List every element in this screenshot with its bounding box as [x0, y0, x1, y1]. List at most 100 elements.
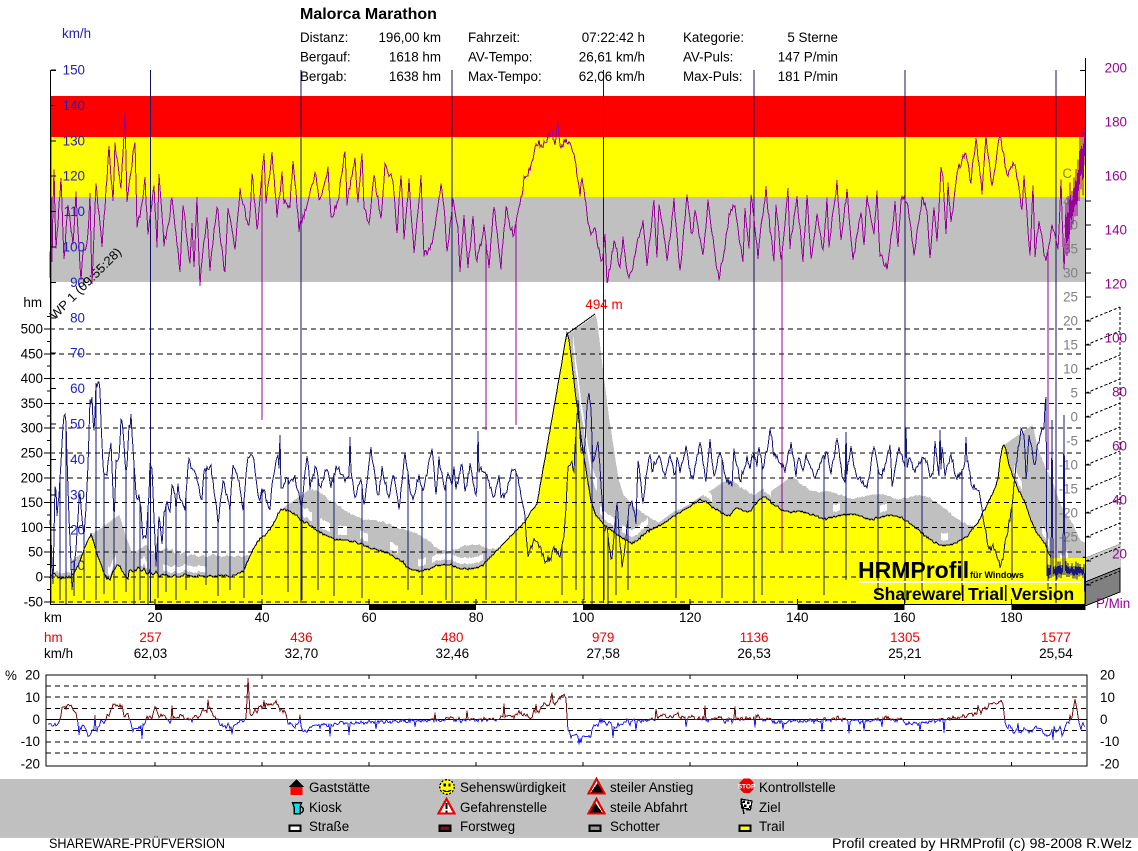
- svg-text:SHAREWARE-PRÜFVERSION: SHAREWARE-PRÜFVERSION: [49, 836, 225, 851]
- svg-text:140: 140: [786, 610, 808, 625]
- svg-text:-25: -25: [1059, 530, 1078, 545]
- svg-text:Max-Tempo:: Max-Tempo:: [468, 69, 542, 84]
- svg-text:40: 40: [255, 610, 270, 625]
- svg-text:450: 450: [21, 346, 43, 361]
- svg-text:40: 40: [1112, 493, 1127, 508]
- svg-text:25,21: 25,21: [888, 646, 922, 661]
- svg-text:20: 20: [1100, 668, 1115, 683]
- svg-text:27,58: 27,58: [586, 646, 620, 661]
- svg-text:140: 140: [63, 98, 85, 113]
- svg-text:0: 0: [33, 712, 40, 727]
- svg-text:1618 hm: 1618 hm: [389, 50, 441, 65]
- svg-text:-50: -50: [24, 594, 43, 609]
- svg-text:50: 50: [28, 545, 43, 560]
- svg-text:120: 120: [63, 169, 85, 184]
- svg-text:200: 200: [1105, 61, 1127, 76]
- svg-text:P/Min: P/Min: [1096, 596, 1130, 611]
- svg-text:Trial: Trial: [968, 584, 1004, 604]
- svg-text:32,70: 32,70: [285, 646, 319, 661]
- svg-text:-15: -15: [1059, 482, 1078, 497]
- svg-text:25: 25: [1063, 290, 1078, 305]
- svg-text:Profil created by HRMProfil (c: Profil created by HRMProfil (c) 98-2008 …: [832, 836, 1132, 851]
- svg-text:70: 70: [70, 346, 85, 361]
- svg-text:-10: -10: [1100, 734, 1119, 749]
- svg-text:Fahrzeit:: Fahrzeit:: [468, 30, 520, 45]
- svg-text:130: 130: [63, 133, 85, 148]
- svg-text:30: 30: [1063, 266, 1078, 281]
- svg-text:180: 180: [1000, 610, 1022, 625]
- svg-text:Gefahrenstelle: Gefahrenstelle: [460, 800, 547, 815]
- svg-text:140: 140: [1105, 223, 1127, 238]
- svg-text:160: 160: [1105, 169, 1127, 184]
- svg-text:Schotter: Schotter: [610, 819, 660, 834]
- svg-text:50: 50: [70, 417, 85, 432]
- svg-text:20: 20: [1063, 314, 1078, 329]
- svg-text:25,54: 25,54: [1039, 646, 1073, 661]
- svg-text:20: 20: [1112, 547, 1127, 562]
- svg-text:181 P/min: 181 P/min: [778, 69, 838, 84]
- svg-text:300: 300: [21, 421, 43, 436]
- svg-text:80: 80: [1112, 385, 1127, 400]
- svg-text:150: 150: [21, 495, 43, 510]
- svg-text:Trail: Trail: [759, 819, 785, 834]
- svg-text:32,46: 32,46: [436, 646, 470, 661]
- svg-text:km: km: [44, 610, 62, 625]
- svg-text:10: 10: [1100, 690, 1115, 705]
- svg-text:250: 250: [21, 446, 43, 461]
- svg-text:60: 60: [1112, 439, 1127, 454]
- svg-text:Sehenswürdigkeit: Sehenswürdigkeit: [460, 780, 566, 795]
- svg-text:62,03: 62,03: [134, 646, 168, 661]
- svg-text:436: 436: [290, 630, 312, 645]
- svg-text:147 P/min: 147 P/min: [778, 50, 838, 65]
- svg-text:350: 350: [21, 396, 43, 411]
- svg-text:-10: -10: [21, 734, 40, 749]
- svg-text:150: 150: [63, 63, 85, 78]
- svg-text:Forstweg: Forstweg: [460, 819, 515, 834]
- svg-text:AV-Tempo:: AV-Tempo:: [468, 50, 533, 65]
- svg-text:km/h: km/h: [44, 646, 73, 661]
- svg-text:120: 120: [679, 610, 701, 625]
- svg-text:Kategorie:: Kategorie:: [683, 30, 744, 45]
- svg-text:480: 480: [441, 630, 463, 645]
- svg-text:20: 20: [148, 610, 163, 625]
- svg-text:60: 60: [362, 610, 377, 625]
- svg-text:10: 10: [25, 690, 40, 705]
- svg-text:5 Sterne: 5 Sterne: [787, 30, 838, 45]
- svg-text:1305: 1305: [890, 630, 920, 645]
- svg-text:AV-Puls:: AV-Puls:: [683, 50, 733, 65]
- svg-text:180: 180: [1105, 115, 1127, 130]
- svg-text:Kiosk: Kiosk: [309, 800, 342, 815]
- svg-text:26,61 km/h: 26,61 km/h: [579, 50, 645, 65]
- svg-text:100: 100: [572, 610, 594, 625]
- svg-text:hm: hm: [23, 295, 42, 310]
- svg-text:400: 400: [21, 371, 43, 386]
- svg-text:Gaststätte: Gaststätte: [309, 780, 370, 795]
- svg-text:120: 120: [1105, 277, 1127, 292]
- svg-text:HRMProfil: HRMProfil: [858, 557, 969, 583]
- svg-text:0: 0: [1100, 712, 1107, 727]
- svg-text:Bergab:: Bergab:: [300, 69, 347, 84]
- svg-text:0: 0: [1071, 410, 1078, 425]
- svg-text:10: 10: [70, 558, 85, 573]
- svg-text:10: 10: [1063, 362, 1078, 377]
- svg-text:-20: -20: [1100, 757, 1119, 772]
- svg-text:0: 0: [36, 570, 43, 585]
- svg-text:STOP: STOP: [738, 784, 756, 791]
- svg-text:Max-Puls:: Max-Puls:: [683, 69, 743, 84]
- svg-text:30: 30: [70, 487, 85, 502]
- svg-text:für Windows: für Windows: [970, 570, 1024, 580]
- svg-text:Ziel: Ziel: [759, 800, 781, 815]
- svg-text:100: 100: [21, 520, 43, 535]
- svg-text:80: 80: [469, 610, 484, 625]
- svg-text:500: 500: [21, 322, 43, 337]
- svg-text:Shareware: Shareware: [873, 584, 962, 604]
- svg-text:5: 5: [1071, 386, 1078, 401]
- svg-text:979: 979: [592, 630, 614, 645]
- svg-text:62,06 km/h: 62,06 km/h: [579, 69, 645, 84]
- svg-text:60: 60: [70, 381, 85, 396]
- svg-text:Distanz:: Distanz:: [300, 30, 348, 45]
- svg-text:Straße: Straße: [309, 819, 349, 834]
- svg-text:-20: -20: [21, 757, 40, 772]
- svg-text:%: %: [5, 668, 17, 683]
- svg-text:steiler Anstieg: steiler Anstieg: [610, 780, 693, 795]
